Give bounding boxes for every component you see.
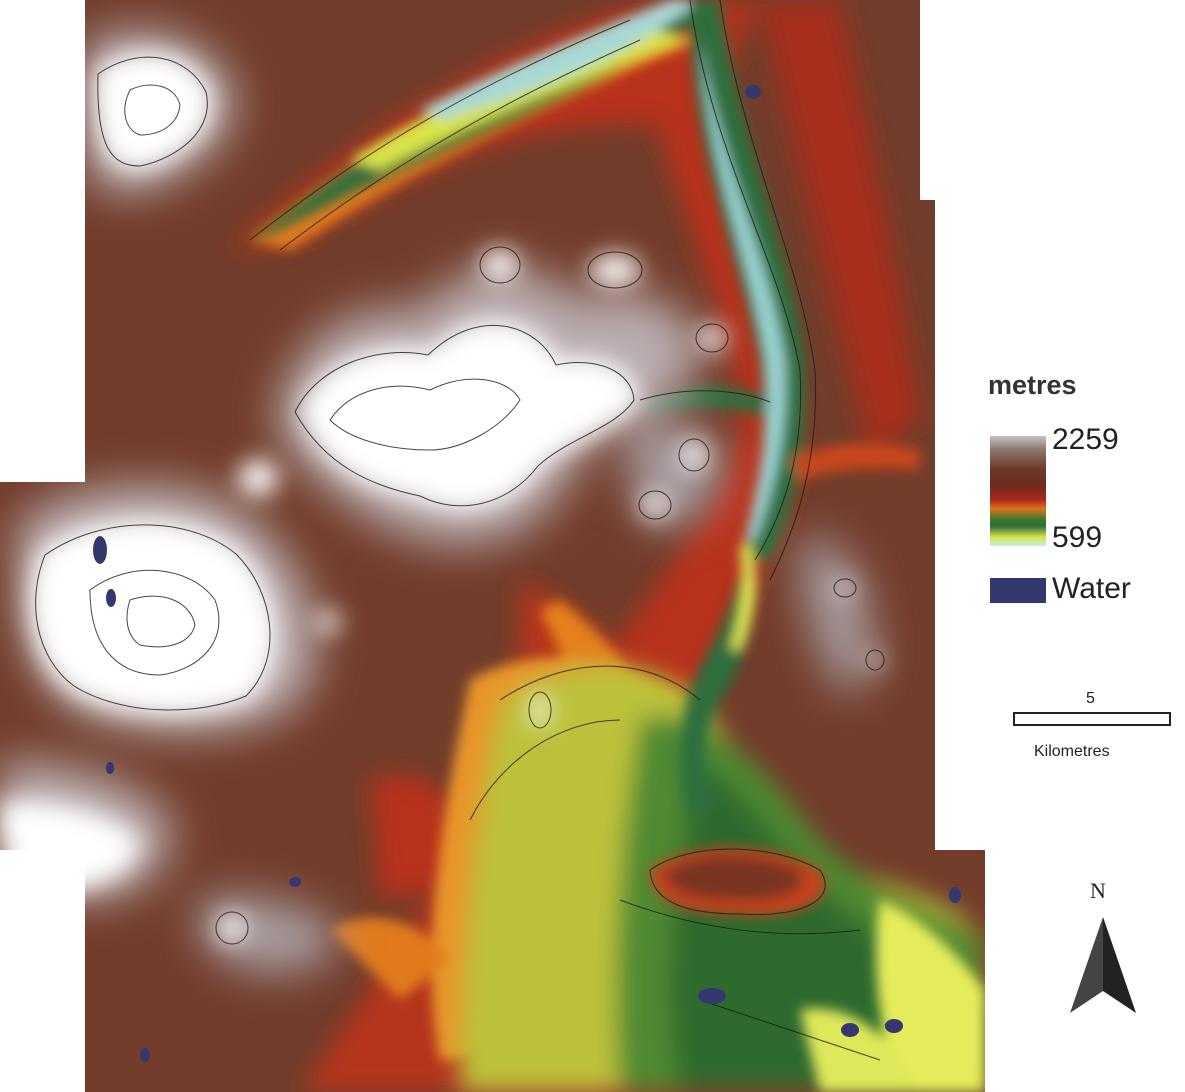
scale-bar-unit: Kilometres (1034, 743, 1110, 760)
scale-bar-value: 5 (1086, 690, 1095, 707)
lowland-ridge (650, 847, 826, 916)
legend-min-label: 599 (1052, 521, 1103, 554)
water-label: Water (1052, 572, 1131, 605)
elevation-color-ramp (990, 436, 1046, 546)
contour-lines (35, 0, 885, 1061)
north-arrow-icon (1070, 917, 1136, 1013)
lowland-yellow (800, 900, 985, 1092)
north-label: N (1090, 878, 1106, 903)
water-bodies (93, 85, 961, 1062)
water-swatch (990, 578, 1046, 603)
legend-max-label: 2259 (1052, 423, 1119, 456)
elevation-map (0, 0, 985, 1092)
scale-bar (1013, 712, 1171, 726)
legend-title: metres (988, 370, 1077, 400)
